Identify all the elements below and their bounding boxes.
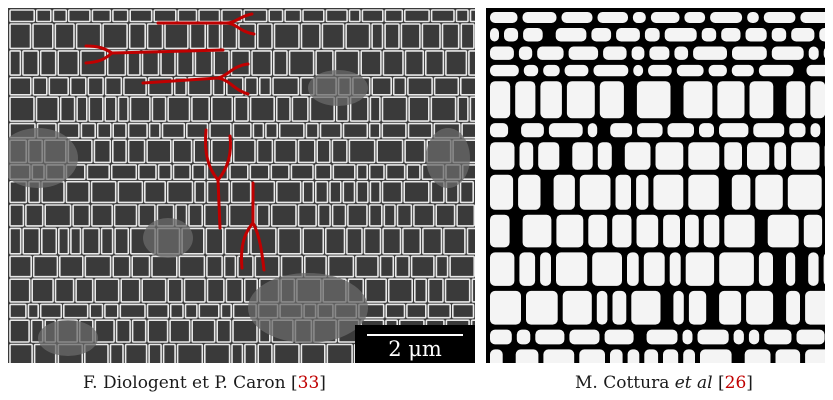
caption-left-bracket: ] bbox=[319, 373, 326, 393]
caption-right: M. Cottura et al [26] bbox=[575, 373, 753, 393]
caption-right-bracket-open: [ bbox=[712, 373, 725, 393]
dislocation-annotation bbox=[84, 44, 225, 65]
simulation-microstructure bbox=[486, 8, 825, 363]
dislocation-annotation bbox=[240, 181, 266, 272]
scale-bar-label: 2 μm bbox=[388, 337, 442, 361]
caption-left-authors: F. Diologent et P. Caron [ bbox=[83, 373, 298, 393]
citation-link-26[interactable]: 26 bbox=[724, 373, 747, 393]
citation-link-33[interactable]: 33 bbox=[297, 373, 320, 393]
dislocation-annotation bbox=[156, 12, 256, 36]
dislocation-annotation bbox=[204, 128, 232, 230]
scale-bar-line bbox=[367, 334, 463, 336]
sem-micrograph-image bbox=[8, 9, 475, 363]
sem-micrograph: 2 μm bbox=[8, 8, 475, 363]
caption-right-bracket: ] bbox=[746, 373, 753, 393]
simulation-microstructure-image bbox=[486, 8, 825, 363]
caption-right-author: M. Cottura bbox=[575, 373, 675, 393]
caption-left: F. Diologent et P. Caron [33] bbox=[83, 373, 326, 393]
dislocation-annotation bbox=[141, 62, 250, 96]
caption-right-et-al: et al bbox=[674, 373, 713, 393]
scale-bar: 2 μm bbox=[355, 325, 475, 363]
